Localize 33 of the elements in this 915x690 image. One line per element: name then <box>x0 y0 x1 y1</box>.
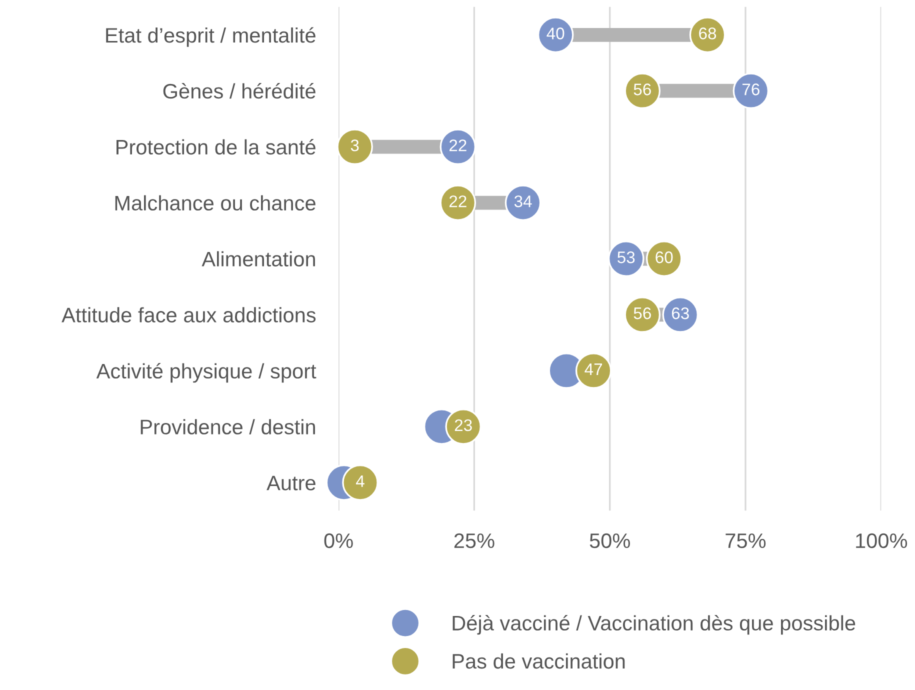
x-tick-label: 25% <box>454 533 494 548</box>
data-label: 4 <box>356 475 364 487</box>
data-label: 3 <box>350 139 359 152</box>
data-label: 34 <box>514 195 532 208</box>
legend-label: Pas de vaccination <box>452 653 625 669</box>
x-tick-label: 75% <box>726 533 766 548</box>
data-label: 47 <box>584 364 602 375</box>
point <box>342 464 378 501</box>
data-label: 76 <box>742 84 760 96</box>
data-label: 22 <box>449 195 466 208</box>
data-label: 56 <box>634 84 651 96</box>
y-tick-label: Providence / destin <box>140 419 315 434</box>
data-label: 63 <box>672 307 689 320</box>
y-tick-label: Gènes / hérédité <box>163 83 316 99</box>
y-tick-label: Malchance ou chance <box>115 195 316 211</box>
y-tick-label: Activité physique / sport <box>96 363 316 383</box>
y-tick-label: Autre <box>266 476 316 490</box>
x-tick-label: 0% <box>324 533 353 548</box>
data-label: 23 <box>454 419 472 432</box>
x-tick-label: 50% <box>590 533 630 548</box>
y-tick-label: Etat d’esprit / mentalité <box>106 27 316 47</box>
data-label: 68 <box>699 28 716 40</box>
x-tick-label: 100% <box>856 533 908 548</box>
data-label: 53 <box>618 251 635 264</box>
y-tick-label: Protection de la santé <box>116 139 316 155</box>
y-tick-label: Alimentation <box>202 251 315 267</box>
data-label: 56 <box>634 307 651 320</box>
y-tick-label: Attitude face aux addictions <box>62 307 316 322</box>
data-label: 60 <box>656 251 673 264</box>
data-label: 22 <box>449 139 466 152</box>
legend-label: Déjà vacciné / Vaccination dès que possible <box>452 614 856 635</box>
point <box>336 128 373 165</box>
data-label: 40 <box>546 28 564 40</box>
